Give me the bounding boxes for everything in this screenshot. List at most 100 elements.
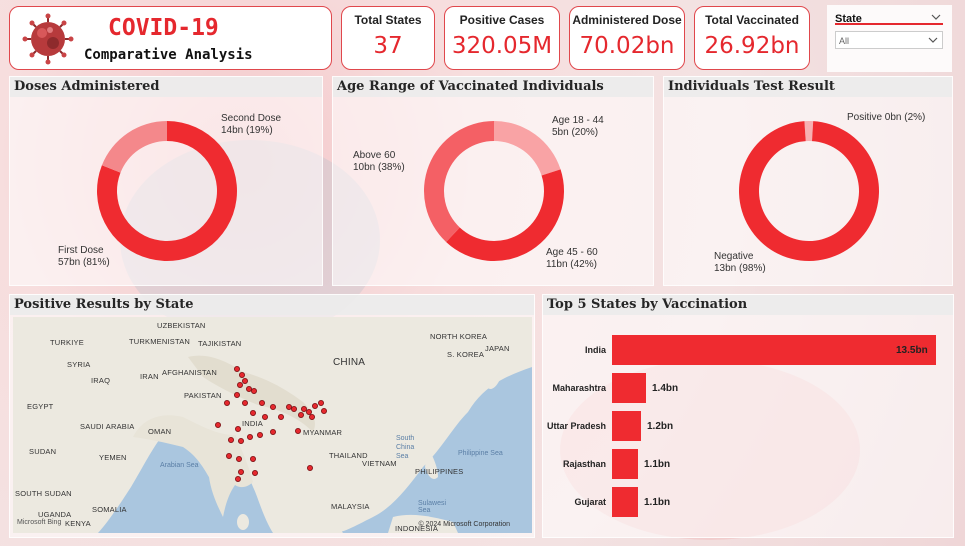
panel-title: Individuals Test Result [664, 77, 952, 97]
map-label-yemen: YEMEN [99, 453, 127, 462]
bar[interactable] [612, 449, 638, 479]
kpi-card-positive-cases: Positive Cases 320.05M [444, 6, 560, 70]
map-label-india: INDIA [242, 419, 264, 428]
map-label-indonesia: INDONESIA [395, 524, 439, 533]
map-label-japan: JAPAN [485, 344, 510, 353]
donut-label-first-dose: First Dose 57bn (81%) [58, 245, 110, 269]
panel-title: Age Range of Vaccinated Individuals [333, 77, 653, 97]
panel-age-range: Age Range of Vaccinated Individuals Age … [332, 76, 654, 286]
slice-name: Positive [847, 112, 883, 123]
slice-name: Negative [714, 251, 754, 262]
slice-value: 5bn (20%) [552, 127, 599, 138]
slice-value: 13bn (98%) [714, 263, 766, 274]
doses-donut-chart [96, 121, 238, 261]
map-label-turkmenistan: TURKMENISTAN [129, 337, 191, 346]
map-label-kenya: KENYA [65, 519, 91, 528]
age-donut-chart [424, 121, 564, 261]
donut-slice-above-60[interactable] [424, 121, 494, 243]
slice-value: 14bn (19%) [221, 125, 273, 136]
chevron-down-icon [931, 14, 941, 20]
map-label-philippine-sea: Philippine Sea [458, 450, 503, 457]
bar[interactable] [612, 487, 638, 517]
slice-name: Second Dose [221, 113, 282, 124]
bar-value-label: 1.1bn [644, 497, 671, 508]
map-label-iran: IRAN [140, 372, 159, 381]
slice-name: Age 45 - 60 [546, 247, 598, 258]
donut-label-second-dose: Second Dose 14bn (19%) [221, 113, 281, 137]
bar-label: Gujarat [574, 497, 606, 507]
bar-value-label: 1.1bn [644, 459, 671, 470]
donut-label-above-60: Above 60 10bn (38%) [353, 150, 405, 174]
bar-label: Maharashtra [552, 383, 606, 393]
donut-slice-age-18-44[interactable] [494, 121, 561, 176]
slice-name: First Dose [58, 245, 104, 256]
map-label-sulawesi-sea: Sulawesi Sea [418, 500, 447, 514]
bar[interactable] [612, 373, 646, 403]
kpi-label: Administered Dose [572, 13, 682, 27]
map-landmass [13, 317, 532, 533]
kpi-label: Positive Cases [459, 13, 545, 27]
panel-doses-administered: Doses Administered Second Dose 14bn (19%… [9, 76, 323, 286]
map-label-iraq: IRAQ [91, 376, 111, 385]
donut-label-age-45-60: Age 45 - 60 11bn (42%) [546, 247, 598, 271]
slicer-header[interactable]: State [835, 9, 943, 25]
panel-title: Doses Administered [10, 77, 322, 97]
map-copyright: © 2024 Microsoft Corporation [418, 521, 510, 528]
slice-value: 10bn (38%) [353, 162, 405, 173]
map-label-turkiye: TURKIYE [50, 338, 84, 347]
donut-slice-negative[interactable] [739, 121, 879, 261]
map-label-south-sudan: SOUTH SUDAN [15, 489, 72, 498]
map-label-pakistan: PAKISTAN [184, 391, 222, 400]
app-title: COVID-19 [108, 15, 219, 41]
bar-label: India [584, 345, 606, 355]
slicer-dropdown[interactable]: All [835, 31, 943, 49]
chevron-down-icon [928, 37, 938, 43]
donut-slice-positive[interactable] [804, 121, 814, 142]
donut-slice-age-45-60[interactable] [446, 169, 564, 261]
kpi-value: 320.05M [451, 33, 553, 59]
tests-donut-chart [739, 121, 879, 261]
bar[interactable] [612, 335, 936, 365]
panel-title: Positive Results by State [10, 295, 534, 315]
map-label-sudan: SUDAN [29, 447, 57, 456]
map-label-china: CHINA [333, 357, 366, 368]
map-label-uganda: UGANDA [38, 510, 72, 519]
bar-value-label: 1.4bn [652, 383, 679, 394]
bar-value-label: 13.5bn [896, 345, 928, 356]
slicer-selected-value: All [839, 36, 850, 46]
positive-results-map[interactable]: UZBEKISTAN TURKIYE TURKMENISTAN TAJIKIST… [13, 317, 532, 533]
map-label-tajikistan: TAJIKISTAN [198, 339, 242, 348]
virus-icon [22, 13, 74, 65]
slice-value: 57bn (81%) [58, 257, 110, 268]
kpi-card-administered-dose: Administered Dose 70.02bn [569, 6, 685, 70]
kpi-card-total-vaccinated: Total Vaccinated 26.92bn [694, 6, 810, 70]
state-slicer: State All [827, 5, 952, 72]
map-label-thailand: THAILAND [329, 451, 368, 460]
bar-value-label: 1.2bn [647, 421, 674, 432]
map-label-syria: SYRIA [67, 360, 91, 369]
map-label-malaysia: MALAYSIA [331, 502, 370, 511]
donut-slice-second-dose[interactable] [101, 121, 167, 173]
kpi-value: 70.02bn [579, 33, 675, 59]
map-label-vietnam: VIETNAM [362, 459, 397, 468]
map-label-north-korea: NORTH KOREA [430, 332, 488, 341]
panel-top5-vaccination: Top 5 States by Vaccination [542, 294, 954, 538]
donut-label-negative: Negative 13bn (98%) [714, 251, 766, 275]
kpi-label: Total Vaccinated [705, 13, 799, 27]
bar[interactable] [612, 411, 641, 441]
header-card: COVID-19 Comparative Analysis [9, 6, 332, 70]
bing-logo: Microsoft Bing [17, 519, 62, 526]
kpi-card-total-states: Total States 37 [341, 6, 435, 70]
panel-test-result: Individuals Test Result Positive 0bn (2%… [663, 76, 953, 286]
donut-label-age-18-44: Age 18 - 44 5bn (20%) [552, 115, 604, 139]
kpi-value: 37 [373, 33, 403, 59]
map-label-afghanistan: AFGHANISTAN [162, 368, 217, 377]
slice-name: Age 18 - 44 [552, 115, 604, 126]
slicer-label: State [835, 13, 862, 25]
map-label-uzbekistan: UZBEKISTAN [157, 321, 206, 330]
bar-label: Rajasthan [562, 459, 606, 469]
app-subtitle: Comparative Analysis [84, 47, 253, 63]
map-label-south-china-sea: South China Sea [396, 435, 415, 460]
panel-title: Top 5 States by Vaccination [543, 295, 953, 315]
slice-value: 11bn (42%) [546, 259, 597, 270]
